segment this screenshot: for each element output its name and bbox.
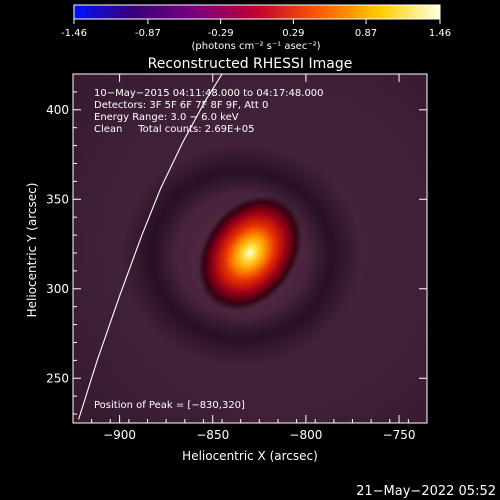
- info-line-time: 10−May−2015 04:11:48.000 to 04:17:48.000: [94, 88, 324, 99]
- y-tick-labels: 250 300 350 400: [46, 103, 69, 385]
- info-line-detectors: Detectors: 3F 5F 6F 7F 8F 9F, Att 0: [94, 100, 268, 111]
- footer-timestamp: 21−May−2022 05:52: [356, 484, 496, 499]
- y-tick-label: 350: [46, 192, 69, 206]
- observation-info: 10−May−2015 04:11:48.000 to 04:17:48.000…: [94, 88, 324, 135]
- colorbar-tick-marks: [73, 19, 441, 24]
- colorbar-tick-labels: -1.46 -0.87 -0.29 0.29 0.87 1.46: [61, 28, 451, 39]
- y-axis-label: Heliocentric Y (arcsec): [25, 183, 39, 318]
- peak-position-label: Position of Peak = [−830,320]: [94, 400, 245, 411]
- colorbar-tick-label: 0.87: [355, 28, 377, 39]
- colorbar-tick-label: 0.29: [282, 28, 304, 39]
- colorbar-tick-label: 1.46: [429, 28, 451, 39]
- y-tick-label: 300: [46, 282, 69, 296]
- axis-ticks: [72, 73, 428, 423]
- solar-limb-line: [78, 74, 223, 420]
- colorbar-tick-label: -0.87: [135, 28, 161, 39]
- x-tick-label: −850: [196, 428, 229, 442]
- y-tick-label: 400: [46, 103, 69, 117]
- x-tick-label: −750: [383, 428, 416, 442]
- info-line-energy: Energy Range: 3.0 − 6.0 keV: [94, 112, 239, 123]
- heatmap-image: [73, 74, 427, 423]
- x-tick-labels: −900 −850 −800 −750: [103, 428, 415, 442]
- x-tick-label: −900: [103, 428, 136, 442]
- x-tick-label: −800: [289, 428, 322, 442]
- info-line-counts: Clean Total counts: 2.69E+05: [94, 124, 254, 135]
- colorbar-unit-label: (photons cm⁻² s⁻¹ asec⁻²): [191, 41, 320, 52]
- colorbar-tick-label: -0.29: [208, 28, 234, 39]
- plot-frame: [72, 73, 428, 424]
- flare-source: [198, 195, 302, 311]
- colorbar-gradient: [73, 4, 441, 20]
- chart-title: Reconstructed RHESSI Image: [148, 56, 353, 72]
- y-tick-label: 250: [46, 371, 69, 385]
- colorbar-tick-label: -1.46: [61, 28, 87, 39]
- x-axis-label: Heliocentric X (arcsec): [182, 449, 318, 463]
- colorbar: -1.46 -0.87 -0.29 0.29 0.87 1.46 (photons cm⁻…: [61, 4, 451, 52]
